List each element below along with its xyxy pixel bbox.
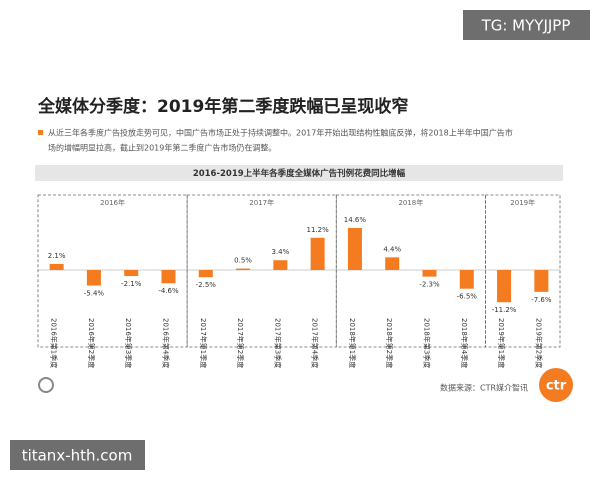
x-tick-label: 2019年第2季度 (534, 318, 543, 368)
value-label: -7.6% (531, 296, 552, 304)
bar (385, 257, 400, 270)
plot: 2016年 2.1% 2016年第1季度 -5.4% 2016年第2季度 -2.1% 201… (37, 194, 561, 368)
watermark-box (463, 10, 590, 40)
value-label: 4.4% (383, 245, 401, 253)
value-label: 11.2% (307, 226, 330, 234)
bullet-text: 场的增幅明显拉高，截止到2019年第二季度广告市场仍在调整。 (48, 143, 276, 153)
x-tick-label: 2018年第2季度 (385, 318, 394, 368)
group-label: 2019年 (510, 198, 535, 207)
left-logo (38, 377, 54, 393)
x-tick-label: 2017年第4季度 (311, 318, 320, 368)
x-tick-label: 2017年第3季度 (273, 318, 282, 368)
logo-circle (539, 368, 573, 402)
bar (459, 270, 474, 289)
value-label: -4.6% (158, 287, 179, 295)
group-box (485, 194, 561, 348)
value-label: -2.5% (196, 281, 217, 289)
x-tick-label: 2016年第2季度 (87, 318, 96, 368)
bar (534, 270, 549, 292)
watermark-box (10, 440, 145, 470)
value-label: -5.4% (84, 290, 105, 298)
x-tick-label: 2018年第4季度 (460, 318, 469, 368)
x-tick-label: 2016年第1季度 (50, 318, 59, 368)
chart-title: 2016-2019上半年各季度全媒体广告刊例花费同比增幅 (193, 168, 406, 179)
group-label: 2017年 (249, 198, 274, 207)
source: 数据来源：CTR媒介智讯 (440, 383, 528, 393)
watermark: TG: MYYJJPP (481, 17, 571, 35)
value-label: -6.5% (457, 293, 478, 301)
x-tick-label: 2017年第1季度 (199, 318, 208, 368)
x-tick-label: 2018年第3季度 (423, 318, 432, 368)
watermark: titanx-hth.com (22, 447, 133, 465)
logo: ctr (546, 379, 567, 394)
chart-title-band (35, 165, 563, 181)
bar (347, 228, 362, 270)
value-label: 14.6% (344, 216, 367, 224)
bar (198, 270, 213, 278)
group-label: 2016年 (100, 198, 125, 207)
group-label: 2018年 (398, 198, 423, 207)
slide-title: 全媒体分季度：2019年第二季度跌幅已呈现收窄 (37, 96, 408, 117)
bar (310, 237, 325, 270)
x-tick-label: 2017年第2季度 (236, 318, 245, 368)
value-label: 0.5% (234, 257, 252, 265)
x-tick-label: 2016年第3季度 (124, 318, 133, 368)
bar (49, 263, 64, 270)
bar (497, 270, 512, 303)
x-tick-label: 2019年第1季度 (497, 318, 506, 368)
bar (161, 270, 176, 284)
value-label: 3.4% (271, 248, 289, 256)
bullet-text: 从近三年各季度广告投放走势可见，中国广告市场正处于持续调整中。2017年开始出现… (48, 128, 513, 138)
bar (124, 270, 139, 277)
value-label: -11.2% (492, 306, 517, 314)
value-label: -2.3% (419, 281, 440, 289)
bullet-icon (38, 130, 43, 135)
bar (236, 268, 251, 270)
bar (422, 270, 437, 277)
value-label: -2.1% (121, 280, 142, 288)
bar (86, 270, 101, 286)
x-tick-label: 2018年第1季度 (348, 318, 357, 368)
value-label: 2.1% (48, 252, 66, 260)
x-tick-label: 2016年第4季度 (162, 318, 171, 368)
bar (273, 260, 288, 270)
